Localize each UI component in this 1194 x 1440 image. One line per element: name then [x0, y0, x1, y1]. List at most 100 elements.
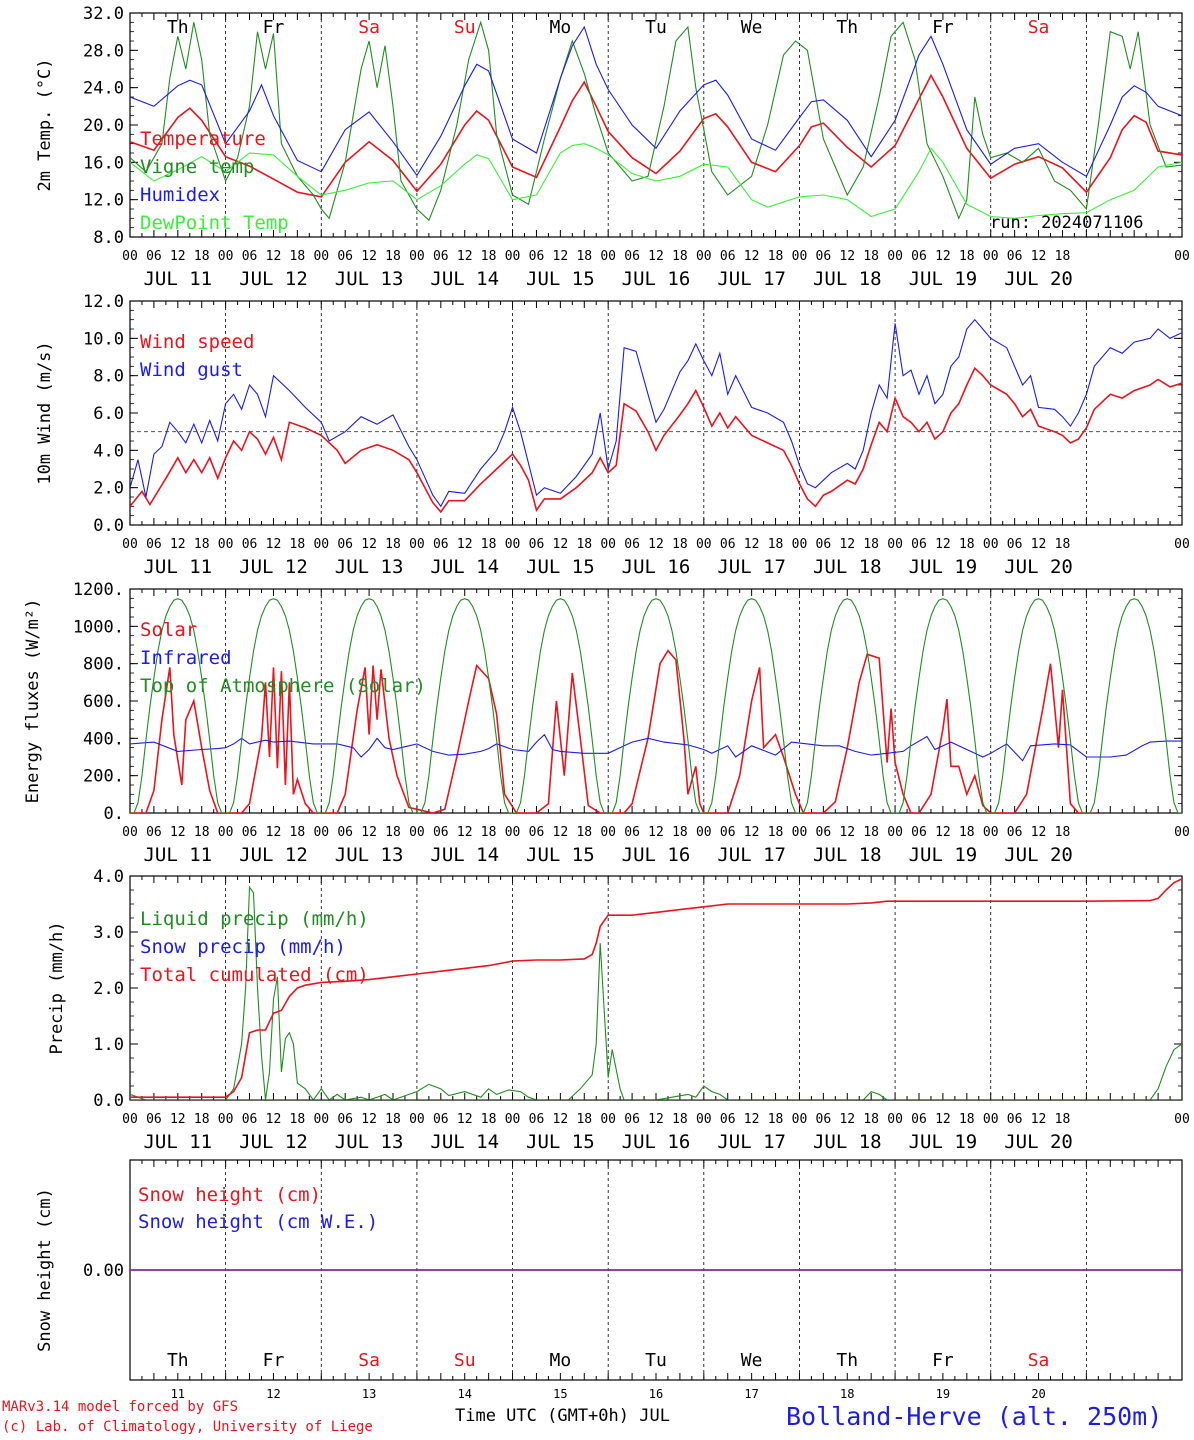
hour-label: 00	[792, 249, 808, 264]
hour-label: 18	[481, 249, 497, 264]
hour-label: 00	[313, 249, 329, 264]
hour-label: 06	[911, 249, 927, 264]
panel-frame	[129, 300, 1183, 526]
hour-label: 12	[648, 249, 664, 264]
hour-label: 00	[696, 1112, 712, 1127]
hour-label: 00	[600, 537, 616, 552]
hour-label: 06	[242, 537, 258, 552]
hour-label: 00	[122, 1112, 138, 1127]
hour-label: 00	[887, 537, 903, 552]
series-line-top-of-atmosphere-solar	[130, 598, 1182, 813]
hour-label: 18	[672, 1112, 688, 1127]
hour-label: 18	[1055, 537, 1071, 552]
y-tick-label: 4.0	[93, 441, 124, 461]
hour-label: 12	[266, 537, 282, 552]
legend-entry: Temperature	[140, 128, 266, 150]
hour-label: 12	[648, 537, 664, 552]
y-axis-label: 10m Wind (m/s)	[35, 341, 55, 484]
y-tick-label: 0.0	[93, 516, 124, 536]
hour-label: 12	[935, 249, 951, 264]
hour-label: 06	[911, 825, 927, 840]
hour-label: 06	[146, 537, 162, 552]
hour-label: 12	[935, 1112, 951, 1127]
day-abbr-top: Sa	[358, 17, 380, 38]
y-axis-label: Energy fluxes (W/m²)	[23, 599, 43, 804]
date-label: JUL 13	[335, 1131, 404, 1153]
hour-label: 18	[959, 1112, 975, 1127]
day-number: 11	[171, 1387, 185, 1401]
date-label: JUL 17	[717, 268, 786, 290]
hour-label: 00	[1174, 249, 1190, 264]
date-label: JUL 13	[335, 268, 404, 290]
hour-label: 00	[983, 1112, 999, 1127]
legend-entry: Vigne temp	[140, 156, 254, 178]
hour-label: 18	[863, 537, 879, 552]
hour-label: 06	[146, 1112, 162, 1127]
hour-label: 12	[839, 537, 855, 552]
hour-label: 18	[959, 825, 975, 840]
day-abbr-top: Th	[167, 17, 189, 38]
hour-label: 06	[1007, 825, 1023, 840]
hour-label: 06	[624, 1112, 640, 1127]
hour-label: 06	[911, 1112, 927, 1127]
hour-label: 12	[553, 1112, 569, 1127]
hour-label: 00	[313, 537, 329, 552]
run-annotation: run: 2024071106	[990, 213, 1144, 233]
day-abbr-top: We	[741, 17, 763, 38]
day-number: 15	[553, 1387, 567, 1401]
hour-label: 06	[624, 537, 640, 552]
day-number: 12	[266, 1387, 280, 1401]
date-label: JUL 18	[813, 844, 882, 866]
date-label: JUL 15	[526, 1131, 595, 1153]
hour-label: 06	[242, 1112, 258, 1127]
y-tick-label: 0.00	[83, 1261, 124, 1281]
hour-label: 18	[385, 825, 401, 840]
hour-label: 00	[887, 249, 903, 264]
hour-label: 12	[935, 825, 951, 840]
hour-label: 00	[1174, 1112, 1190, 1127]
hour-label: 00	[792, 825, 808, 840]
hour-label: 06	[720, 825, 736, 840]
hour-label: 18	[672, 249, 688, 264]
hour-label: 18	[290, 825, 306, 840]
hour-label: 12	[457, 1112, 473, 1127]
date-label: JUL 16	[622, 844, 691, 866]
hour-label: 00	[218, 1112, 234, 1127]
hour-label: 18	[1055, 1112, 1071, 1127]
hour-label: 18	[768, 1112, 784, 1127]
hour-label: 18	[863, 249, 879, 264]
hour-label: 18	[768, 537, 784, 552]
day-number: 17	[744, 1387, 758, 1401]
hour-label: 18	[576, 1112, 592, 1127]
hour-label: 12	[839, 249, 855, 264]
hour-label: 06	[242, 249, 258, 264]
hour-label: 12	[170, 249, 186, 264]
day-abbr-top: Fr	[932, 17, 954, 38]
date-label: JUL 20	[1004, 1131, 1073, 1153]
hour-label: 00	[122, 825, 138, 840]
legend-entry: Snow height (cm)	[138, 1184, 321, 1206]
hour-label: 00	[983, 249, 999, 264]
hour-label: 12	[457, 825, 473, 840]
hour-label: 12	[266, 249, 282, 264]
hour-label: 18	[385, 1112, 401, 1127]
hour-label: 06	[624, 249, 640, 264]
date-label: JUL 11	[143, 556, 212, 578]
legend-entry: Snow precip (mm/h)	[140, 936, 346, 958]
date-label: JUL 18	[813, 268, 882, 290]
hour-label: 18	[481, 1112, 497, 1127]
hour-label: 12	[648, 825, 664, 840]
hour-label: 12	[1031, 1112, 1047, 1127]
hour-label: 00	[696, 537, 712, 552]
hour-label: 18	[385, 249, 401, 264]
hour-label: 06	[1007, 249, 1023, 264]
hour-label: 12	[1031, 249, 1047, 264]
date-label: JUL 14	[430, 844, 499, 866]
hour-label: 18	[385, 537, 401, 552]
day-abbr-bottom: Mo	[550, 1350, 572, 1371]
hour-label: 18	[863, 825, 879, 840]
hour-label: 12	[170, 825, 186, 840]
hour-label: 06	[720, 249, 736, 264]
hour-label: 00	[122, 537, 138, 552]
